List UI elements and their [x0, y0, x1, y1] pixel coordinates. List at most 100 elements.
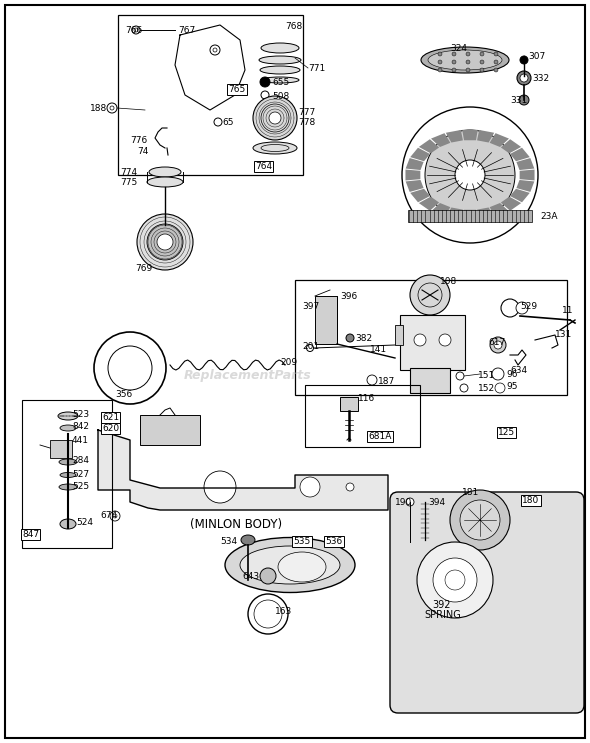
Circle shape — [501, 299, 519, 317]
Circle shape — [438, 68, 442, 72]
Polygon shape — [477, 130, 494, 143]
Circle shape — [260, 77, 270, 87]
Circle shape — [450, 490, 510, 550]
Text: 74: 74 — [137, 147, 148, 156]
Circle shape — [494, 52, 498, 56]
Bar — [395, 325, 403, 345]
Circle shape — [480, 68, 484, 72]
Ellipse shape — [59, 459, 77, 465]
Text: 441: 441 — [72, 436, 89, 445]
Circle shape — [460, 500, 500, 540]
Circle shape — [300, 477, 320, 497]
Text: 141: 141 — [370, 345, 387, 354]
Circle shape — [210, 45, 220, 55]
Bar — [118, 15, 303, 175]
Bar — [315, 296, 337, 344]
Text: 634: 634 — [510, 366, 527, 375]
Text: 621: 621 — [102, 413, 119, 422]
Circle shape — [414, 334, 426, 346]
Circle shape — [367, 375, 377, 385]
Polygon shape — [419, 139, 439, 153]
Polygon shape — [405, 169, 420, 181]
Text: 131: 131 — [555, 330, 572, 339]
Circle shape — [452, 52, 456, 56]
Circle shape — [494, 341, 502, 349]
Text: 332: 332 — [532, 74, 549, 83]
Bar — [408, 210, 532, 222]
Text: 617: 617 — [488, 338, 505, 347]
Text: 187: 187 — [378, 377, 395, 386]
Polygon shape — [501, 139, 521, 153]
Circle shape — [494, 68, 498, 72]
Circle shape — [480, 60, 484, 64]
Ellipse shape — [253, 142, 297, 154]
Text: 23A: 23A — [540, 212, 558, 221]
Circle shape — [438, 60, 442, 64]
Circle shape — [346, 483, 354, 491]
Circle shape — [425, 130, 515, 220]
Text: 529: 529 — [520, 302, 537, 311]
Circle shape — [417, 542, 493, 618]
Polygon shape — [406, 158, 424, 170]
Polygon shape — [419, 197, 439, 211]
Circle shape — [520, 74, 528, 82]
Circle shape — [261, 91, 269, 99]
Circle shape — [455, 160, 485, 190]
Circle shape — [519, 95, 529, 105]
Circle shape — [406, 498, 414, 506]
Ellipse shape — [240, 546, 340, 584]
Circle shape — [466, 68, 470, 72]
Text: 394: 394 — [428, 498, 445, 507]
Circle shape — [107, 103, 117, 113]
Text: 674: 674 — [100, 511, 117, 520]
Text: 525: 525 — [72, 482, 89, 491]
Text: 524: 524 — [76, 518, 93, 527]
Text: 209: 209 — [280, 358, 297, 367]
Circle shape — [456, 372, 464, 380]
Text: 331: 331 — [510, 96, 527, 105]
Text: SPRING: SPRING — [424, 610, 461, 620]
Text: 180: 180 — [522, 496, 539, 505]
Text: 655: 655 — [272, 78, 289, 87]
Text: 284: 284 — [72, 456, 89, 465]
Text: 536: 536 — [325, 537, 342, 546]
Circle shape — [439, 334, 451, 346]
Bar — [340, 397, 358, 411]
Text: 397: 397 — [302, 302, 319, 311]
Ellipse shape — [259, 56, 301, 64]
Text: 65: 65 — [222, 118, 234, 127]
Ellipse shape — [260, 66, 300, 74]
Ellipse shape — [428, 50, 502, 70]
Circle shape — [452, 60, 456, 64]
Polygon shape — [462, 130, 478, 140]
Text: 188: 188 — [90, 104, 107, 113]
Polygon shape — [490, 203, 509, 217]
Text: 382: 382 — [355, 334, 372, 343]
Circle shape — [260, 568, 276, 584]
Circle shape — [157, 234, 173, 250]
Text: 769: 769 — [135, 264, 152, 273]
Circle shape — [480, 52, 484, 56]
Polygon shape — [431, 133, 450, 147]
Text: 643: 643 — [242, 572, 259, 581]
Circle shape — [438, 52, 442, 56]
Circle shape — [517, 71, 531, 85]
Text: 777: 777 — [298, 108, 315, 117]
Circle shape — [433, 558, 477, 602]
Text: 771: 771 — [308, 64, 325, 73]
Circle shape — [494, 60, 498, 64]
Ellipse shape — [60, 473, 76, 478]
Text: 181: 181 — [462, 488, 479, 497]
Bar — [140, 415, 200, 445]
Text: 125: 125 — [498, 428, 515, 437]
Text: 96: 96 — [506, 370, 517, 379]
Ellipse shape — [58, 412, 78, 420]
Polygon shape — [410, 189, 430, 202]
Ellipse shape — [225, 537, 355, 592]
Circle shape — [137, 214, 193, 270]
Bar — [50, 440, 72, 458]
Circle shape — [520, 56, 528, 64]
Circle shape — [410, 275, 450, 315]
Ellipse shape — [421, 47, 509, 73]
Circle shape — [466, 60, 470, 64]
